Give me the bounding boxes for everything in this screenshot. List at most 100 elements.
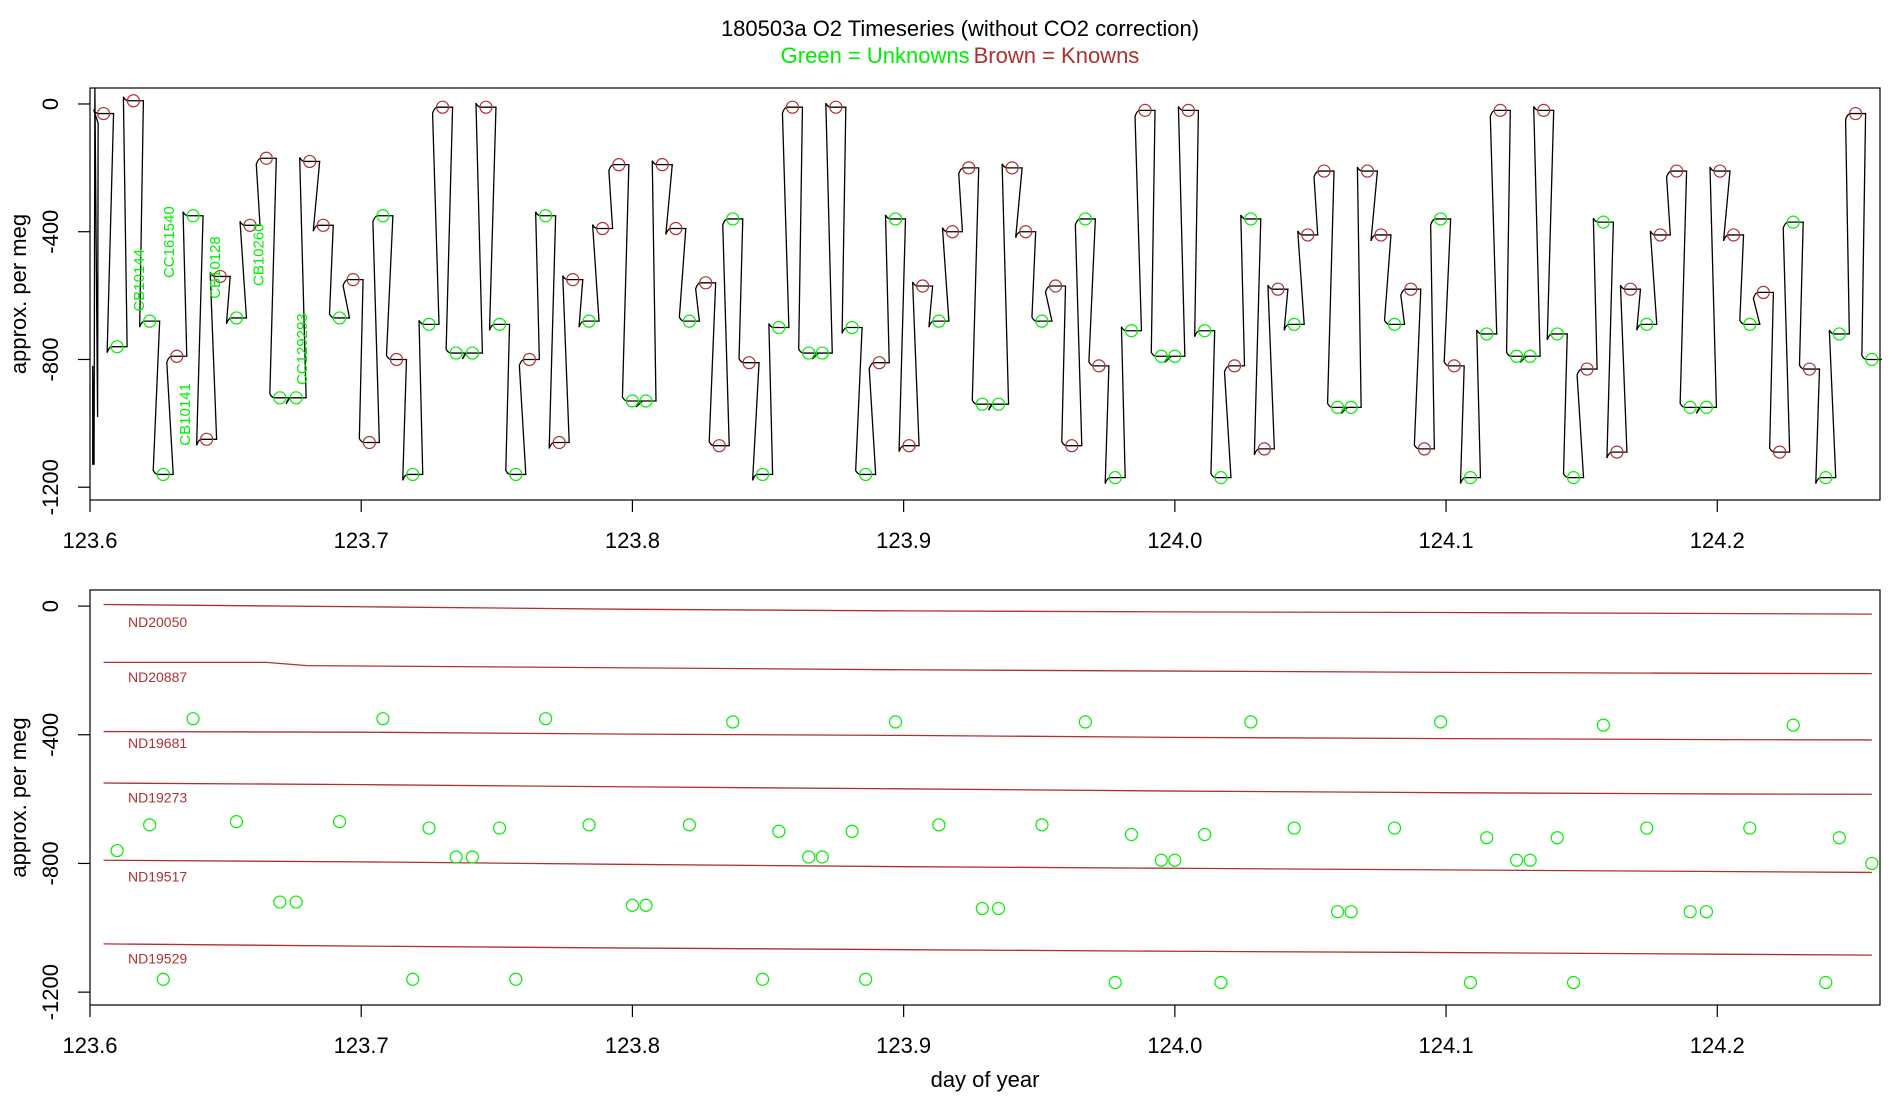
known-point xyxy=(612,158,626,172)
known-point xyxy=(552,435,566,450)
unknown-point xyxy=(229,311,244,325)
unknown-point xyxy=(859,467,873,482)
unknown-point xyxy=(1786,215,1800,229)
unknown-point xyxy=(539,712,553,726)
unknown-point xyxy=(815,850,829,864)
known-point xyxy=(655,158,669,172)
unknown-point xyxy=(1819,471,1833,485)
unknown-point xyxy=(1640,821,1654,835)
unknown-point xyxy=(289,391,303,405)
x-tick-label: 123.9 xyxy=(876,1033,931,1058)
unknown-point xyxy=(1035,818,1049,832)
unknown-point xyxy=(1743,821,1757,835)
known-point xyxy=(213,269,227,284)
known-point xyxy=(303,154,317,169)
unknown-point xyxy=(1434,715,1448,729)
unknown-point xyxy=(509,972,523,986)
x-axis-label: day of year xyxy=(931,1067,1040,1092)
unknown-point xyxy=(1330,400,1345,414)
known-point xyxy=(1669,164,1684,178)
known-tank-line xyxy=(103,782,1872,795)
unknown-point xyxy=(156,467,170,482)
unknown-point xyxy=(1832,831,1846,845)
tank-id-label: CB10141 xyxy=(177,383,194,446)
unknown-point xyxy=(815,346,829,360)
known-point xyxy=(1257,442,1271,456)
unknown-point xyxy=(1463,471,1478,485)
known-point xyxy=(1048,279,1063,293)
known-point xyxy=(872,356,886,370)
unknown-point xyxy=(1523,349,1537,363)
unknown-point xyxy=(639,394,653,408)
known-tank-label: ND20887 xyxy=(128,669,187,685)
known-point xyxy=(479,100,493,114)
unknown-point xyxy=(1865,856,1879,871)
unknown-point xyxy=(1832,327,1846,341)
unknown-point xyxy=(1124,827,1139,842)
known-point xyxy=(1374,228,1388,242)
known-point xyxy=(389,352,404,367)
known-tank-label: ND20050 xyxy=(128,614,187,630)
subtitle-knowns: Brown = Knowns xyxy=(974,43,1140,68)
x-tick-label: 124.2 xyxy=(1690,528,1745,553)
known-point xyxy=(1005,161,1019,175)
unknown-point xyxy=(1683,905,1697,919)
tank-id-label: CC129293 xyxy=(294,313,311,385)
known-point xyxy=(362,435,376,450)
known-point xyxy=(902,439,916,453)
unknown-point xyxy=(1287,821,1301,835)
unknown-point xyxy=(110,843,124,858)
known-point xyxy=(566,273,580,287)
unknown-point xyxy=(186,712,200,726)
x-tick-label: 123.7 xyxy=(334,528,389,553)
unknown-point xyxy=(110,340,124,354)
unknown-point xyxy=(1387,317,1402,331)
known-point xyxy=(1653,228,1667,242)
y-tick-label: -1200 xyxy=(38,964,63,1020)
y-tick-label: 0 xyxy=(38,600,63,612)
unknown-point xyxy=(726,715,740,729)
tank-id-label: CB10128 xyxy=(207,236,224,299)
tank-id-label: CC161540 xyxy=(161,206,178,278)
known-point xyxy=(829,100,843,114)
unknown-point xyxy=(406,467,420,482)
known-point xyxy=(1181,103,1196,117)
known-point xyxy=(962,161,976,175)
known-point xyxy=(1537,103,1551,117)
unknown-point xyxy=(422,821,436,835)
unknown-point xyxy=(932,314,946,328)
known-point xyxy=(1773,445,1787,459)
unknown-point xyxy=(1108,471,1122,485)
known-point xyxy=(1447,359,1461,373)
unknown-point xyxy=(726,212,740,226)
known-point xyxy=(1065,439,1079,453)
known-point xyxy=(316,218,330,232)
known-tank-line xyxy=(103,661,1872,675)
unknown-point xyxy=(1387,821,1402,835)
unknown-point xyxy=(1168,853,1182,867)
unknown-point xyxy=(539,209,553,223)
o2-trace-line xyxy=(92,87,1882,484)
unknown-point xyxy=(289,895,303,909)
unknown-point xyxy=(376,209,390,223)
unknown-point xyxy=(1743,317,1757,331)
unknown-point xyxy=(492,821,507,835)
unknown-point xyxy=(682,314,696,328)
unknown-point xyxy=(1566,471,1581,485)
known-tank-line xyxy=(103,730,1872,741)
unknown-point xyxy=(639,898,653,912)
unknown-point xyxy=(143,314,157,328)
unknown-point xyxy=(465,850,480,864)
known-point xyxy=(1802,362,1817,376)
plot-frame xyxy=(89,589,1881,1006)
known-point xyxy=(1019,225,1033,239)
unknown-point xyxy=(1244,212,1258,226)
x-tick-label: 123.6 xyxy=(62,528,117,553)
y-tick-label: -1200 xyxy=(38,459,63,515)
unknown-point xyxy=(1523,853,1537,867)
unknown-point xyxy=(1786,718,1800,732)
unknown-point xyxy=(1244,715,1258,729)
unknown-point xyxy=(186,209,200,223)
x-tick-label: 124.0 xyxy=(1147,528,1202,553)
tank-id-label: CB10260 xyxy=(250,223,267,286)
